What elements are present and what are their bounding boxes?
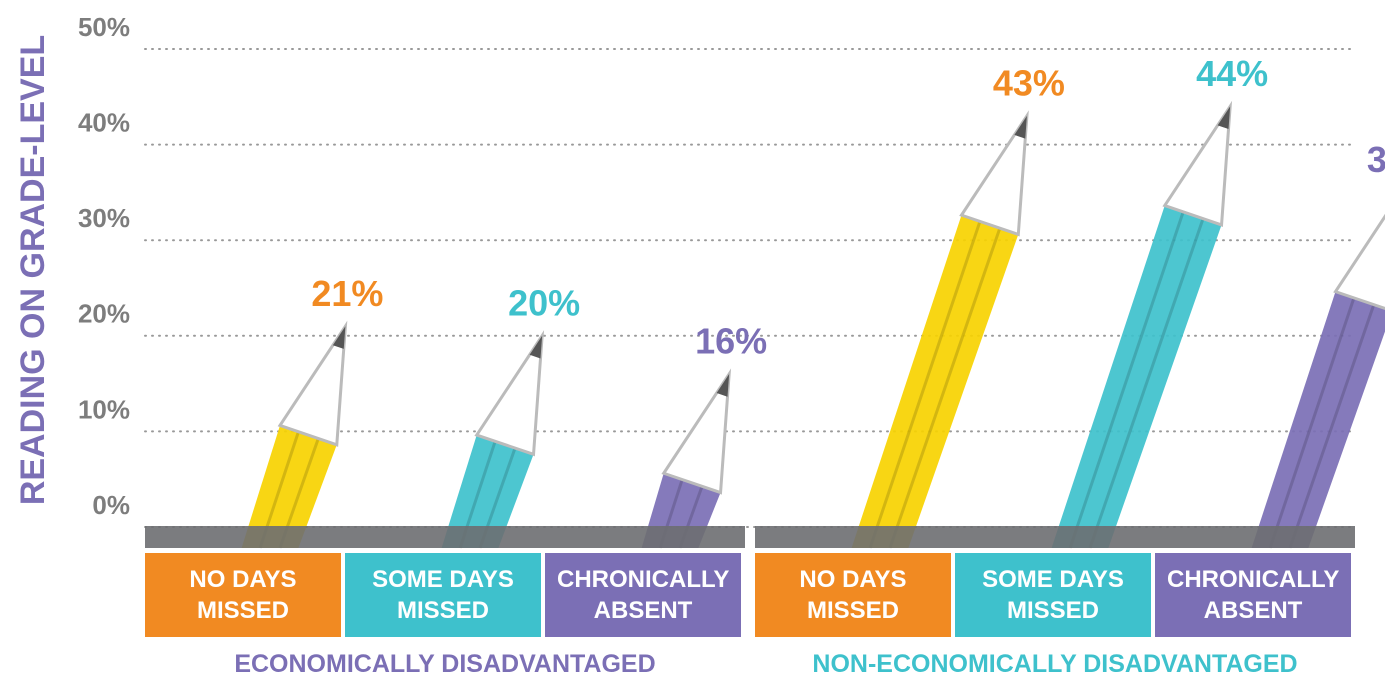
category-label: CHRONICALLY ABSENT xyxy=(1155,553,1351,637)
category-label: CHRONICALLY ABSENT xyxy=(545,553,741,637)
pencil-lead xyxy=(333,326,346,349)
pencil xyxy=(442,336,543,548)
pencil xyxy=(1052,106,1231,548)
baseline-bar xyxy=(145,526,745,548)
pencil xyxy=(1252,192,1385,548)
pencil-lead xyxy=(1218,106,1231,129)
pencil-body xyxy=(1052,206,1222,548)
pencil-lead xyxy=(530,336,543,359)
pencil-body xyxy=(852,215,1019,548)
category-label: NO DAYS MISSED xyxy=(145,553,341,637)
y-tick-label: 20% xyxy=(78,299,130,329)
y-tick-label: 40% xyxy=(78,107,130,137)
value-label: 20% xyxy=(508,282,580,323)
value-label: 35% xyxy=(1367,139,1385,180)
pencil xyxy=(242,326,346,548)
category-label: SOME DAYS MISSED xyxy=(345,553,541,637)
group-label: NON-ECONOMICALLY DISADVANTAGED xyxy=(755,650,1355,679)
group-label: ECONOMICALLY DISADVANTAGED xyxy=(145,650,745,679)
y-tick-label: 0% xyxy=(92,490,130,520)
value-label: 16% xyxy=(695,321,767,362)
category-label: NO DAYS MISSED xyxy=(755,553,951,637)
page: {"chart_data": {"type": "bar", "y_label"… xyxy=(0,0,1385,683)
pencil xyxy=(642,374,730,548)
baseline-bar xyxy=(755,526,1355,548)
pencil-lead xyxy=(717,374,730,397)
y-tick-label: 10% xyxy=(78,394,130,424)
y-tick-label: 30% xyxy=(78,203,130,233)
value-label: 43% xyxy=(993,62,1065,103)
pencil-cone xyxy=(1335,192,1385,311)
value-label: 21% xyxy=(311,273,383,314)
pencil xyxy=(852,116,1027,548)
pencil-lead xyxy=(1014,116,1027,139)
y-tick-label: 50% xyxy=(78,12,130,42)
category-label: SOME DAYS MISSED xyxy=(955,553,1151,637)
y-axis-label: READING ON GRADE-LEVEL xyxy=(14,35,52,505)
value-label: 44% xyxy=(1196,53,1268,94)
